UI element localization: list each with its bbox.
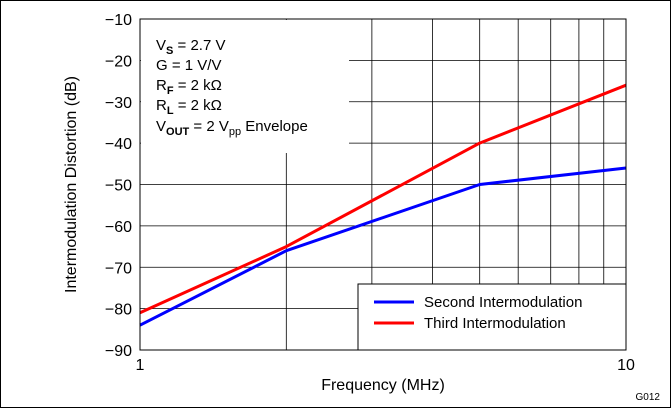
y-tick-label: −80 bbox=[105, 302, 132, 319]
condition-text: RF = 2 kΩ bbox=[156, 77, 222, 97]
plot-frame bbox=[139, 18, 627, 351]
series-line bbox=[139, 166, 627, 327]
condition-text: VOUT = 2 Vpp Envelope bbox=[156, 118, 308, 138]
legend-box bbox=[357, 283, 627, 351]
condition-text: G = 1 V/V bbox=[156, 57, 221, 74]
y-tick-label: −40 bbox=[105, 136, 132, 153]
legend: Second Intermodulation Third Intermodulat… bbox=[357, 283, 627, 351]
y-tick-label: −30 bbox=[105, 95, 132, 112]
x-tick-labels: 1 10 bbox=[136, 357, 635, 374]
y-tick-label: −50 bbox=[105, 178, 132, 195]
y-tick-label: −10 bbox=[105, 12, 132, 29]
legend-label: Third Intermodulation bbox=[424, 315, 566, 332]
conditions-box-bg bbox=[141, 20, 349, 153]
y-tick-label: −90 bbox=[105, 343, 132, 360]
y-axis-title: Intermodulation Distortion (dB) bbox=[63, 76, 80, 293]
series-lines bbox=[139, 83, 627, 327]
series-line bbox=[139, 83, 627, 315]
y-tick-label: −70 bbox=[105, 260, 132, 277]
figure-id: G012 bbox=[636, 392, 661, 403]
y-tick-label: −60 bbox=[105, 219, 132, 236]
condition-text: VS = 2.7 V bbox=[156, 37, 225, 57]
x-tick-label: 10 bbox=[617, 357, 635, 374]
x-axis-title: Frequency (MHz) bbox=[321, 377, 445, 394]
condition-text: RL = 2 kΩ bbox=[156, 97, 222, 117]
y-tick-label: −20 bbox=[105, 53, 132, 70]
legend-label: Second Intermodulation bbox=[424, 294, 582, 311]
y-tick-labels: −10 −20 −30 −40 −50 −60 −70 −80 −90 bbox=[105, 12, 132, 360]
x-tick-label: 1 bbox=[136, 357, 145, 374]
